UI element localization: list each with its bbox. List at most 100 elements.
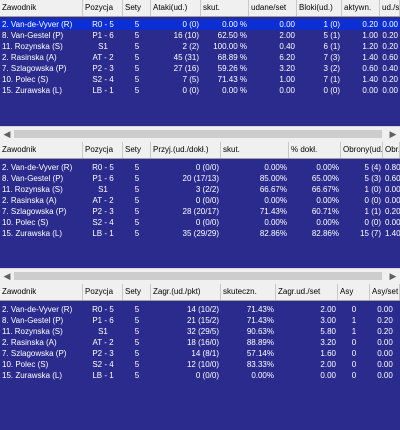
table-row[interactable]: 2. Rasinska (A) AT - 2 5 18 (16/0) 88.89% 3.2… bbox=[0, 337, 400, 348]
serve-table[interactable]: Zawodnik Pozycja Sety Zagr.(ud./pkt) skutecz… bbox=[0, 284, 400, 430]
table-cell: 11. Rozynska (S) bbox=[2, 42, 63, 51]
scrollbar-thumb[interactable] bbox=[14, 272, 382, 280]
table-cell: P2 - 3 bbox=[92, 64, 114, 73]
table-cell: 0.80 bbox=[385, 163, 400, 172]
table-cell: 18 (16/0) bbox=[186, 338, 219, 347]
table-cell: 5 bbox=[134, 338, 140, 347]
table-row[interactable]: 15. Zurawska (L) LB - 1 5 35 (29/29) 82.86% 8… bbox=[0, 228, 400, 239]
column-header[interactable]: Sety bbox=[123, 0, 151, 16]
table-cell: 15 (7) bbox=[360, 229, 381, 238]
table-body: 2. Van-de-Vyver (R) R0 - 5 5 0 (0/0) 0.00% 0.… bbox=[0, 159, 400, 239]
table-row[interactable]: 7. Szlagowska (P) P2 - 3 5 27 (16) 59.26 % 3.… bbox=[0, 63, 400, 74]
table-row[interactable]: 11. Rozynska (S) S1 5 3 (2/2) 66.67% 66.67% 1 … bbox=[0, 184, 400, 195]
table-row[interactable]: 11. Rozynska (S) S1 5 2 (2) 100.00 % 0.40 6 (1… bbox=[0, 41, 400, 52]
scroll-left-arrow-icon[interactable]: ◀ bbox=[3, 129, 11, 139]
column-header[interactable]: Bloki(ud.) bbox=[297, 0, 342, 16]
table-cell: 5.80 bbox=[320, 327, 336, 336]
table-row[interactable]: 2. Van-de-Vyver (R) R0 - 5 5 0 (0) 0.00 % 0.0… bbox=[0, 19, 400, 30]
column-header[interactable]: Przyj.(ud./dokł.) bbox=[151, 142, 221, 158]
column-header[interactable]: Pozycja bbox=[83, 0, 123, 16]
table-cell: 1.20 bbox=[362, 42, 378, 51]
table-row[interactable]: 15. Zurawska (L) LB - 1 5 0 (0) 0.00 % 0.00 0 … bbox=[0, 85, 400, 96]
table-row[interactable]: 8. Van-Gestel (P) P1 - 6 5 20 (17/13) 85.00%… bbox=[0, 173, 400, 184]
column-header[interactable]: Pozycja bbox=[83, 284, 123, 300]
table-row[interactable]: 2. Van-de-Vyver (R) R0 - 5 5 14 (10/2) 71.43… bbox=[0, 304, 400, 315]
column-header[interactable]: Zagr.(ud./pkt) bbox=[151, 284, 221, 300]
table-row[interactable]: 7. Szlagowska (P) P2 - 3 5 28 (20/17) 71.43%… bbox=[0, 206, 400, 217]
table-row[interactable]: 10. Polec (S) S2 - 4 5 7 (5) 71.43 % 1.00 7 (1… bbox=[0, 74, 400, 85]
reception-defense-table[interactable]: Zawodnik Pozycja Sety Przyj.(ud./dokł.) skut… bbox=[0, 142, 400, 268]
table-cell: 5 bbox=[134, 86, 140, 95]
table-row[interactable]: 2. Rasinska (A) AT - 2 5 0 (0/0) 0.00% 0.00% 0… bbox=[0, 195, 400, 206]
table-cell: 0 bbox=[351, 360, 357, 369]
attack-block-table[interactable]: Zawodnik Pozycja Sety Ataki(ud.) skut. udane/… bbox=[0, 0, 400, 126]
table-cell: 3 (2) bbox=[323, 64, 340, 73]
column-header[interactable]: Ataki(ud.) bbox=[151, 0, 201, 16]
table-cell: AT - 2 bbox=[92, 338, 114, 347]
table-cell: R0 - 5 bbox=[92, 20, 114, 29]
table-row[interactable]: 10. Polec (S) S2 - 4 5 0 (0/0) 0.00% 0.00% 0 (… bbox=[0, 217, 400, 228]
horizontal-scrollbar[interactable]: ◀ ▶ bbox=[0, 268, 400, 283]
table-cell: 7. Szlagowska (P) bbox=[2, 349, 67, 358]
table-cell: 15. Zurawska (L) bbox=[2, 229, 63, 238]
column-header[interactable]: Obrony(ud.) bbox=[341, 142, 383, 158]
column-header[interactable]: ud./set bbox=[380, 0, 400, 16]
table-cell: 57.14% bbox=[246, 349, 274, 358]
table-cell: 0.00% bbox=[251, 371, 274, 380]
scroll-left-arrow-icon[interactable]: ◀ bbox=[3, 271, 11, 281]
table-cell: R0 - 5 bbox=[92, 305, 114, 314]
table-cell: 71.43% bbox=[246, 316, 274, 325]
table-cell: 11. Rozynska (S) bbox=[2, 185, 63, 194]
table-cell: P1 - 6 bbox=[92, 174, 114, 183]
horizontal-scrollbar[interactable]: ◀ ▶ bbox=[0, 126, 400, 141]
column-header[interactable]: Sety bbox=[123, 284, 151, 300]
table-cell: 1.00 bbox=[362, 31, 378, 40]
column-header[interactable]: % dokł. bbox=[289, 142, 341, 158]
table-cell: 0.00 bbox=[377, 338, 393, 347]
table-row[interactable]: 7. Szlagowska (P) P2 - 3 5 14 (8/1) 57.14% 1.… bbox=[0, 348, 400, 359]
column-header[interactable]: skut. bbox=[221, 142, 289, 158]
column-header[interactable]: Obr./set bbox=[383, 142, 400, 158]
table-cell: 62.50 % bbox=[217, 31, 247, 40]
table-row[interactable]: 2. Van-de-Vyver (R) R0 - 5 5 0 (0/0) 0.00% 0.… bbox=[0, 162, 400, 173]
scroll-right-arrow-icon[interactable]: ▶ bbox=[389, 271, 397, 281]
table-cell: 5 bbox=[134, 53, 140, 62]
table-cell: P2 - 3 bbox=[92, 349, 114, 358]
table-cell: 60.71% bbox=[311, 207, 339, 216]
table-cell: 0.00 bbox=[377, 349, 393, 358]
column-header[interactable]: Zawodnik bbox=[0, 142, 83, 158]
scroll-right-arrow-icon[interactable]: ▶ bbox=[389, 129, 397, 139]
table-row[interactable]: 2. Rasinska (A) AT - 2 5 45 (31) 68.89 % 6.20… bbox=[0, 52, 400, 63]
table-cell: 0.00% bbox=[316, 218, 339, 227]
table-row[interactable]: 8. Van-Gestel (P) P1 - 6 5 16 (10) 62.50 % 2.… bbox=[0, 30, 400, 41]
column-header[interactable]: udane/set bbox=[249, 0, 297, 16]
scrollbar-thumb[interactable] bbox=[14, 130, 382, 138]
table-cell: 0 (0/0) bbox=[195, 218, 219, 227]
table-cell: 66.67% bbox=[259, 185, 287, 194]
column-header[interactable]: Asy bbox=[338, 284, 370, 300]
table-row[interactable]: 15. Zurawska (L) LB - 1 5 0 (0/0) 0.00% 0.00 0… bbox=[0, 370, 400, 381]
table-row[interactable]: 8. Van-Gestel (P) P1 - 6 5 21 (15/2) 71.43% 3… bbox=[0, 315, 400, 326]
column-header[interactable]: skuteczn. bbox=[221, 284, 276, 300]
table-cell: 0.20 bbox=[382, 75, 398, 84]
table-row[interactable]: 10. Polec (S) S2 - 4 5 12 (10/0) 83.33% 2.00 0… bbox=[0, 359, 400, 370]
table-cell: P2 - 3 bbox=[92, 207, 114, 216]
column-header[interactable]: Asy/set bbox=[370, 284, 400, 300]
column-header[interactable]: Sety bbox=[123, 142, 151, 158]
table-body: 2. Van-de-Vyver (R) R0 - 5 5 0 (0) 0.00 % 0.0… bbox=[0, 17, 400, 96]
column-header[interactable]: Zagr.ud./set bbox=[276, 284, 338, 300]
table-cell: 0 bbox=[351, 371, 357, 380]
table-cell: 1.60 bbox=[320, 349, 336, 358]
table-cell: S2 - 4 bbox=[92, 218, 114, 227]
column-header[interactable]: Zawodnik bbox=[0, 284, 83, 300]
table-cell: 0 (0) bbox=[364, 196, 381, 205]
table-cell: 5 bbox=[134, 207, 140, 216]
column-header[interactable]: Zawodnik bbox=[0, 0, 83, 16]
table-row[interactable]: 11. Rozynska (S) S1 5 32 (29/5) 90.63% 5.80 1 0… bbox=[0, 326, 400, 337]
table-cell: LB - 1 bbox=[92, 371, 114, 380]
column-header[interactable]: aktywn. bbox=[342, 0, 380, 16]
column-header[interactable]: Pozycja bbox=[83, 142, 123, 158]
column-header[interactable]: skut. bbox=[201, 0, 249, 16]
table-cell: 0.00 bbox=[377, 371, 393, 380]
table-cell: 2.00 bbox=[279, 31, 295, 40]
